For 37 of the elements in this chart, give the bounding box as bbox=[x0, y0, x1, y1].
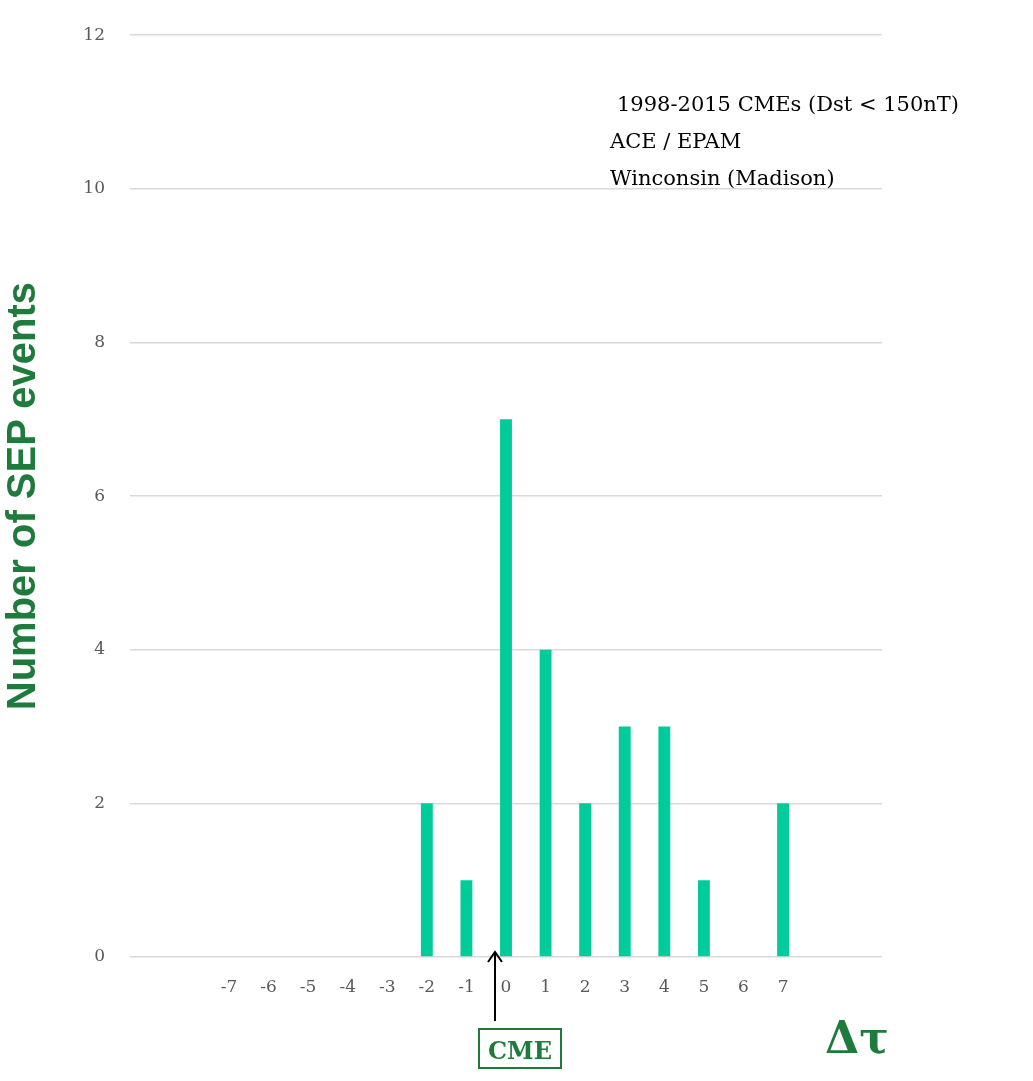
y-tick-label: 2 bbox=[94, 791, 105, 812]
x-axis-title: Δτ bbox=[825, 1012, 889, 1063]
annotation: Winconsin (Madison) bbox=[610, 166, 835, 190]
x-tick-label: -1 bbox=[458, 975, 475, 996]
annotation: ACE / EPAM bbox=[610, 129, 742, 153]
bar bbox=[658, 726, 671, 957]
x-tick-label: 3 bbox=[619, 975, 631, 996]
bar bbox=[697, 880, 710, 957]
y-tick-label: 4 bbox=[94, 638, 105, 659]
x-tick-label: 2 bbox=[579, 975, 591, 996]
x-tick-label: -6 bbox=[260, 975, 277, 996]
x-tick-label: 0 bbox=[500, 975, 512, 996]
bar bbox=[420, 803, 433, 957]
bar bbox=[618, 726, 631, 957]
y-tick-label: 0 bbox=[94, 945, 105, 966]
x-tick-label: -5 bbox=[299, 975, 317, 996]
x-tick-label: 4 bbox=[658, 975, 670, 996]
bar bbox=[579, 803, 592, 957]
x-tick-label: 1 bbox=[540, 975, 551, 996]
y-axis-title: Number of SEP events bbox=[0, 281, 44, 711]
x-tick-label: 6 bbox=[738, 975, 749, 996]
bar bbox=[460, 880, 473, 957]
x-tick-label: -2 bbox=[418, 975, 436, 996]
bar bbox=[539, 649, 552, 957]
x-tick-label: -3 bbox=[378, 975, 396, 996]
bar bbox=[777, 803, 789, 957]
annotation: 1998-2015 CMEs (Dst < 150nT) bbox=[617, 92, 960, 116]
y-tick-label: 12 bbox=[83, 23, 105, 44]
y-tick-label: 10 bbox=[83, 177, 105, 198]
bar bbox=[500, 419, 512, 957]
y-tick-label: 8 bbox=[94, 330, 105, 351]
text: CME bbox=[478, 1028, 562, 1069]
x-tick-label: 5 bbox=[698, 975, 710, 996]
x-tick-label: 7 bbox=[777, 975, 789, 996]
x-tick-label: -7 bbox=[220, 975, 238, 996]
x-tick-label: -4 bbox=[339, 975, 356, 996]
y-tick-label: 6 bbox=[94, 484, 105, 505]
